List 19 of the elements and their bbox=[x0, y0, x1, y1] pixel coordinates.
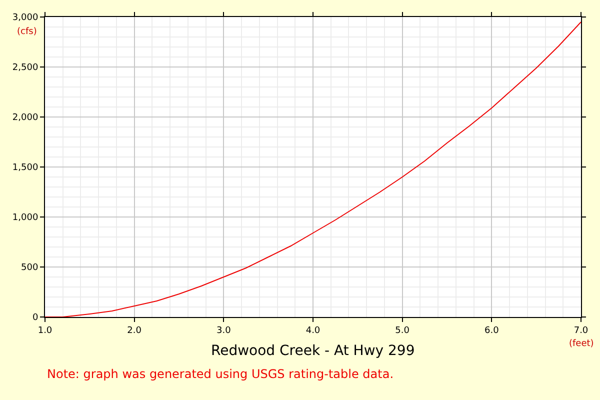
x-tick-label: 7.0 bbox=[574, 326, 588, 336]
text: Redwood Creek - At Hwy 299 bbox=[211, 343, 415, 359]
x-tick-label: 3.0 bbox=[216, 326, 232, 336]
y-tick-label: 2,500 bbox=[12, 63, 38, 74]
y-axis-title: (cfs) bbox=[17, 27, 37, 37]
x-tick-label: 6.0 bbox=[484, 326, 500, 336]
y-tick-label: 1,000 bbox=[12, 213, 38, 224]
x-tick-label: 1.0 bbox=[38, 326, 52, 336]
y-tick-label: 500 bbox=[21, 263, 38, 274]
x-tick-label: 2.0 bbox=[127, 326, 142, 336]
y-tick-label: 2,000 bbox=[12, 113, 38, 124]
text: Note: graph was generated using USGS rating-table data. bbox=[47, 367, 394, 381]
y-tick-label: 3,000 bbox=[12, 13, 38, 24]
line-series bbox=[45, 22, 581, 317]
y-tick-label: 1,500 bbox=[12, 163, 38, 174]
x-tick-label: 5.0 bbox=[395, 326, 410, 336]
x-tick-label: 4.0 bbox=[306, 326, 320, 336]
y-tick-label: 0 bbox=[32, 313, 38, 324]
x-axis-title: (feet) bbox=[569, 339, 594, 349]
